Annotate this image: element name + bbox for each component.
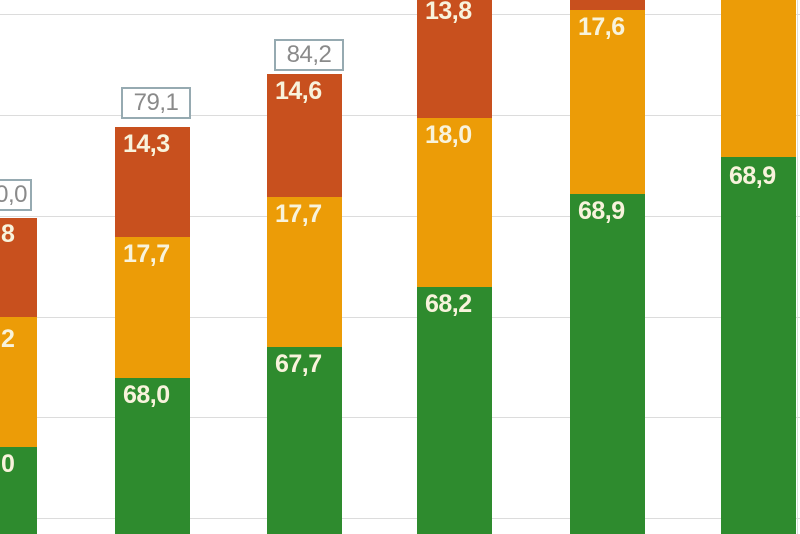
bar6-green-segment — [721, 157, 796, 534]
bar1-orange-segment — [0, 317, 37, 447]
bar6-orange-segment — [721, 0, 796, 157]
bar5-orange-label: 17,6 — [578, 13, 625, 41]
bar6-green-label: 68,9 — [729, 162, 776, 190]
bar2-total-label: 79,1 — [133, 89, 179, 116]
bar1-total-label: 0,0 — [0, 181, 27, 208]
bar4-green-label: 68,2 — [425, 290, 472, 318]
gridline — [0, 518, 800, 519]
gridline — [0, 216, 800, 217]
bar4-orange-segment — [417, 118, 492, 287]
bar3-total-label: 84,2 — [286, 41, 332, 68]
gridline — [0, 417, 800, 418]
bar5-orange-segment — [570, 10, 645, 194]
bar4-red-segment — [417, 0, 492, 118]
bar5-green-label: 68,9 — [578, 197, 625, 225]
bar2-total-box: 79,1 — [121, 87, 191, 119]
bar1-orange-label: 2 — [1, 325, 15, 353]
bar4-orange-label: 18,0 — [425, 121, 472, 149]
bar3-total-box: 84,2 — [274, 39, 344, 71]
bar1-total-box: 0,0 — [0, 179, 32, 211]
bar1-red-segment — [0, 218, 37, 317]
bar3-red-segment — [267, 74, 342, 197]
bar1-green-segment — [0, 447, 37, 534]
bar5-red-segment — [570, 0, 645, 10]
bar3-orange-segment — [267, 197, 342, 347]
bar3-green-segment — [267, 347, 342, 534]
gridline — [0, 317, 800, 318]
bar5-green-segment — [570, 194, 645, 534]
bar2-orange-segment — [115, 237, 190, 378]
gridline — [0, 115, 800, 116]
bar2-red-segment — [115, 127, 190, 237]
bar4-green-segment — [417, 287, 492, 534]
bar2-green-label: 68,0 — [123, 381, 170, 409]
bar3-green-label: 67,7 — [275, 350, 322, 378]
bar3-red-label: 14,6 — [275, 77, 322, 105]
gridline — [797, 0, 798, 534]
bar1-green-label: 0 — [1, 450, 15, 478]
bar2-red-label: 14,3 — [123, 130, 170, 158]
bar4-red-label: 13,8 — [425, 0, 472, 25]
bar2-green-segment — [115, 378, 190, 534]
bar2-orange-label: 17,7 — [123, 240, 170, 268]
bar3-orange-label: 17,7 — [275, 200, 322, 228]
bar1-red-label: 8 — [1, 220, 15, 248]
gridline — [0, 14, 800, 15]
